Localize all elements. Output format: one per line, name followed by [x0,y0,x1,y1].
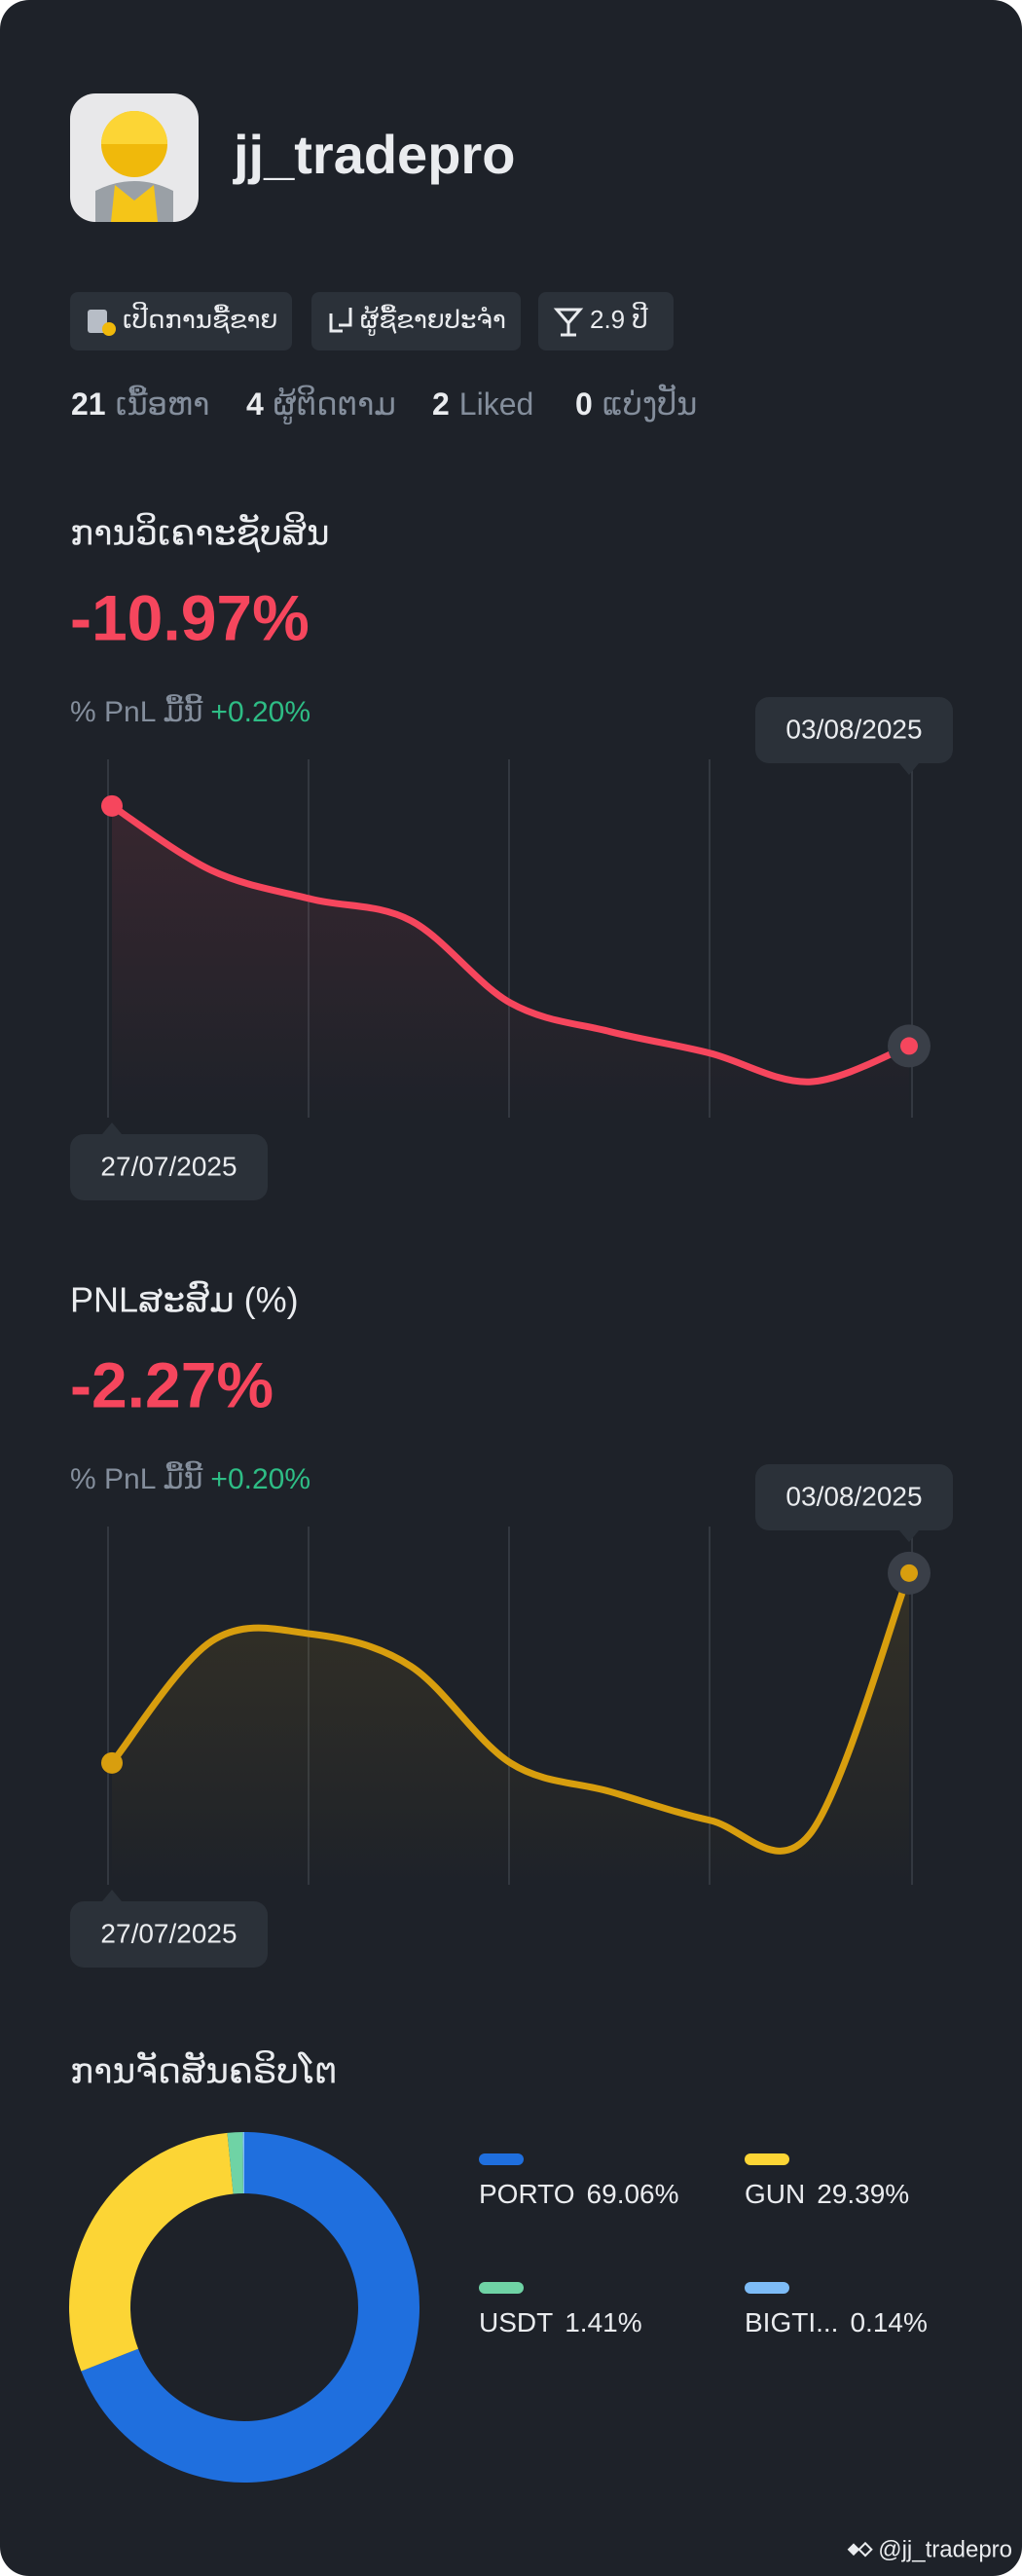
pnl-today-label: % PnL ມື້ນີ້ [70,1461,202,1495]
legend-swatch [745,2153,789,2165]
stat-count: 4 [246,386,264,422]
legend-swatch [745,2282,789,2294]
legend-entry: BIGTI... 0.14% [745,2307,928,2337]
date-tooltip [70,1901,268,1968]
start-point [101,1751,123,1774]
legend-name: BIGTI... [745,2307,838,2337]
date-tooltip [755,697,953,763]
stat-label: ແບ່ງປັນ [602,384,698,423]
legend-name: GUN [745,2179,805,2209]
line-area [112,805,909,1118]
badge-label: ຜູ້ຊື້ຂາຍປະຈຳ [360,304,506,337]
badge-label: 2.9 ປີ [590,302,648,334]
legend-value: 69.06% [587,2179,679,2209]
legend-swatch [479,2153,524,2165]
stat-count: 2 [432,386,450,422]
legend-value: 1.41% [565,2307,641,2337]
stat-label: ຜູ້ຕິດຕາມ [274,386,396,424]
stat-label: ເນື້ອຫາ [116,386,210,422]
pnl-today: % PnL ມື້ນີ້ +0.20% [70,694,310,728]
pnl-today-value: +0.20% [210,1463,310,1495]
headline-value: -10.97% [70,581,310,653]
stat: 2 Liked [432,386,533,422]
legend-value: 0.14% [850,2307,927,2337]
line [108,1569,913,1855]
badge-bg [70,292,292,350]
pnl-today-label: % PnL ມື້ນີ້ [70,694,202,728]
tooltip-pointer [102,1122,122,1134]
stat-count: 21 [71,386,106,422]
username: jj_tradepro [233,124,515,185]
badge-icon [329,308,352,333]
legend-name: PORTO [479,2179,575,2209]
stat: 21 ເນື້ອຫາ [71,386,209,422]
donut-slice [227,2132,243,2194]
section-title: ການວິເຄາະຊັບສິນ [70,512,330,554]
legend-entry: PORTO 69.06% [479,2179,679,2209]
pnl-today-value: +0.20% [210,696,310,728]
legend-entry: GUN 29.39% [745,2179,909,2209]
charts: ການວິເຄາະຊັບສິນ-10.97%% PnL ມື້ນີ້ +0.20%… [68,512,953,2483]
badge-icon [553,308,584,337]
stat-count: 0 [575,386,593,422]
stats: 21 ເນື້ອຫາ 4 ຜູ້ຕິດຕາມ 2 Liked 0 ແບ່ງປັນ [71,384,697,424]
watermark: @jj_tradepro [878,2536,1012,2562]
section-title: ການຈັດສັນຄຣິບໂຕ [70,2050,338,2090]
donut-slice [68,2132,234,2372]
date-label: 03/08/2025 [785,714,922,744]
legend-entry: USDT 1.41% [479,2307,642,2337]
line-area [112,1572,909,1885]
date-label: 03/08/2025 [785,1481,922,1511]
start-point [101,794,123,817]
headline-value: -2.27% [70,1348,274,1420]
donut-slice [81,2132,420,2483]
end-point [900,1037,918,1055]
legend-name: USDT [479,2307,553,2337]
date-tooltip [70,1134,268,1200]
badge-icon [88,310,116,336]
date-label: 27/07/2025 [100,1151,237,1181]
section-title: PNLສະສົມ (%) [70,1280,299,1320]
tooltip-pointer [899,763,919,775]
badge-label: ເປີດການຊື້ຂາຍ [123,302,277,335]
date-tooltip [755,1464,953,1530]
line [108,802,913,1086]
stat-label: Liked [459,386,534,422]
avatar[interactable] [70,93,199,222]
donut-slice [242,2132,244,2194]
pnl-today: % PnL ມື້ນີ້ +0.20% [70,1461,310,1495]
date-label: 27/07/2025 [100,1918,237,1948]
badge-bg [311,292,521,350]
legend-swatch [479,2282,524,2294]
tooltip-pointer [899,1530,919,1542]
tooltip-pointer [102,1890,122,1901]
stat: 4 ຜູ້ຕິດຕາມ [246,386,396,424]
legend-value: 29.39% [817,2179,909,2209]
end-point [900,1564,918,1582]
stat: 0 ແບ່ງປັນ [575,384,697,423]
